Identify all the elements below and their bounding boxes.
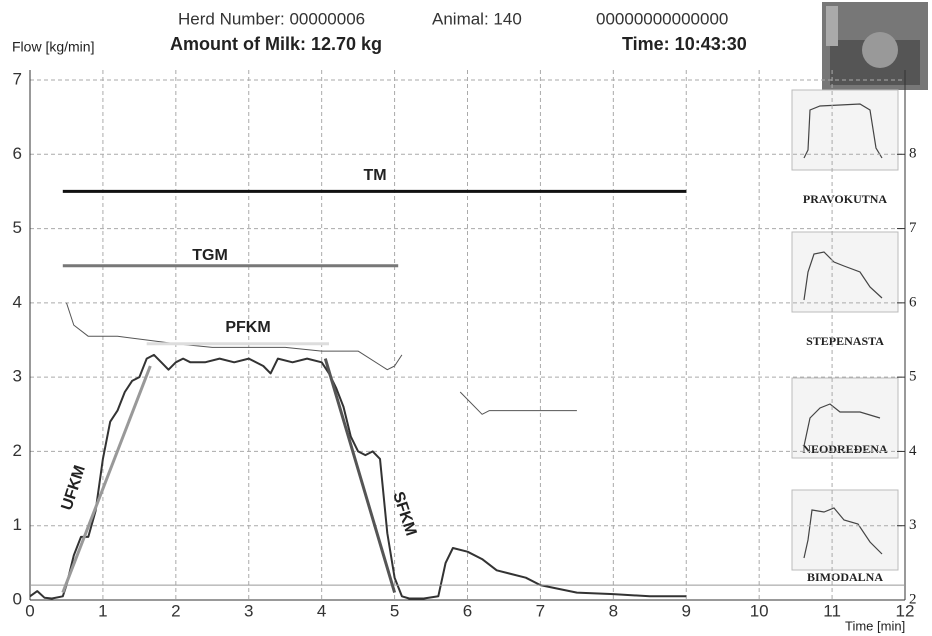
y2-tick-label: 7 bbox=[909, 220, 917, 236]
series-line bbox=[66, 302, 577, 415]
thumbnails: PRAVOKUTNA STEPENASTA NEODREĐENA BIMODALNA bbox=[791, 89, 899, 584]
y2-tick-label: 2 bbox=[909, 591, 917, 607]
y-tick-label: 0 bbox=[13, 589, 22, 608]
y-tick-label: 3 bbox=[13, 367, 22, 386]
y-tick-label: 6 bbox=[13, 144, 22, 163]
x-axis-label: Time [min] bbox=[845, 618, 905, 633]
y-tick-label: 7 bbox=[13, 69, 22, 88]
annotation: PFKM bbox=[225, 319, 270, 336]
thumbnail bbox=[791, 89, 899, 171]
thumbnail-label: BIMODALNA bbox=[807, 570, 883, 584]
x-tick-label: 0 bbox=[25, 601, 34, 620]
thumbnail-curve bbox=[803, 403, 881, 447]
x-tick-label: 11 bbox=[823, 601, 841, 620]
y2-tick-label: 3 bbox=[909, 517, 917, 533]
series-line bbox=[61, 365, 152, 594]
amount-of-milk: Amount of Milk: 12.70 kg bbox=[170, 34, 382, 54]
thumbnail-curve bbox=[803, 103, 883, 159]
y-tick-label: 1 bbox=[13, 515, 22, 534]
y-axis-label: Flow [kg/min] bbox=[12, 39, 94, 55]
x-tick-label: 7 bbox=[536, 601, 545, 620]
annotation: TGM bbox=[192, 247, 228, 264]
y-tick-label: 5 bbox=[13, 218, 22, 237]
y-tick-label: 2 bbox=[13, 441, 22, 460]
x-tick-label: 9 bbox=[682, 601, 691, 620]
y2-tick-label: 8 bbox=[909, 146, 917, 162]
series-line bbox=[29, 353, 687, 600]
thumbnail bbox=[791, 231, 899, 313]
x-tick-label: 3 bbox=[244, 601, 253, 620]
y2-tick-label: 5 bbox=[909, 369, 917, 385]
series-line bbox=[323, 358, 397, 594]
herd-number: Herd Number: 00000006 bbox=[178, 9, 365, 28]
y2-tick-label: 6 bbox=[909, 294, 917, 310]
thumbnail-label: STEPENASTA bbox=[806, 334, 884, 348]
thumbnail-curve bbox=[803, 251, 883, 301]
y-tick-label: 4 bbox=[13, 292, 22, 311]
thumbnail-curve bbox=[803, 507, 883, 559]
x-tick-label: 12 bbox=[896, 601, 915, 620]
x-tick-label: 1 bbox=[98, 601, 107, 620]
x-tick-label: 2 bbox=[171, 601, 180, 620]
thumbnail-label: PRAVOKUTNA bbox=[803, 192, 888, 206]
x-tick-label: 6 bbox=[463, 601, 472, 620]
thumbnail bbox=[791, 489, 899, 571]
thumbnail-label: NEODREĐENA bbox=[802, 442, 888, 456]
id-code: 00000000000000 bbox=[596, 9, 728, 28]
animal: Animal: 140 bbox=[432, 9, 522, 28]
time: Time: 10:43:30 bbox=[622, 34, 747, 54]
x-tick-label: 4 bbox=[317, 601, 326, 620]
y2-tick-label: 4 bbox=[909, 443, 917, 459]
photo bbox=[822, 2, 928, 90]
x-tick-label: 10 bbox=[750, 601, 769, 620]
annotation: TM bbox=[363, 167, 386, 184]
x-tick-label: 8 bbox=[609, 601, 618, 620]
x-tick-label: 5 bbox=[390, 601, 399, 620]
